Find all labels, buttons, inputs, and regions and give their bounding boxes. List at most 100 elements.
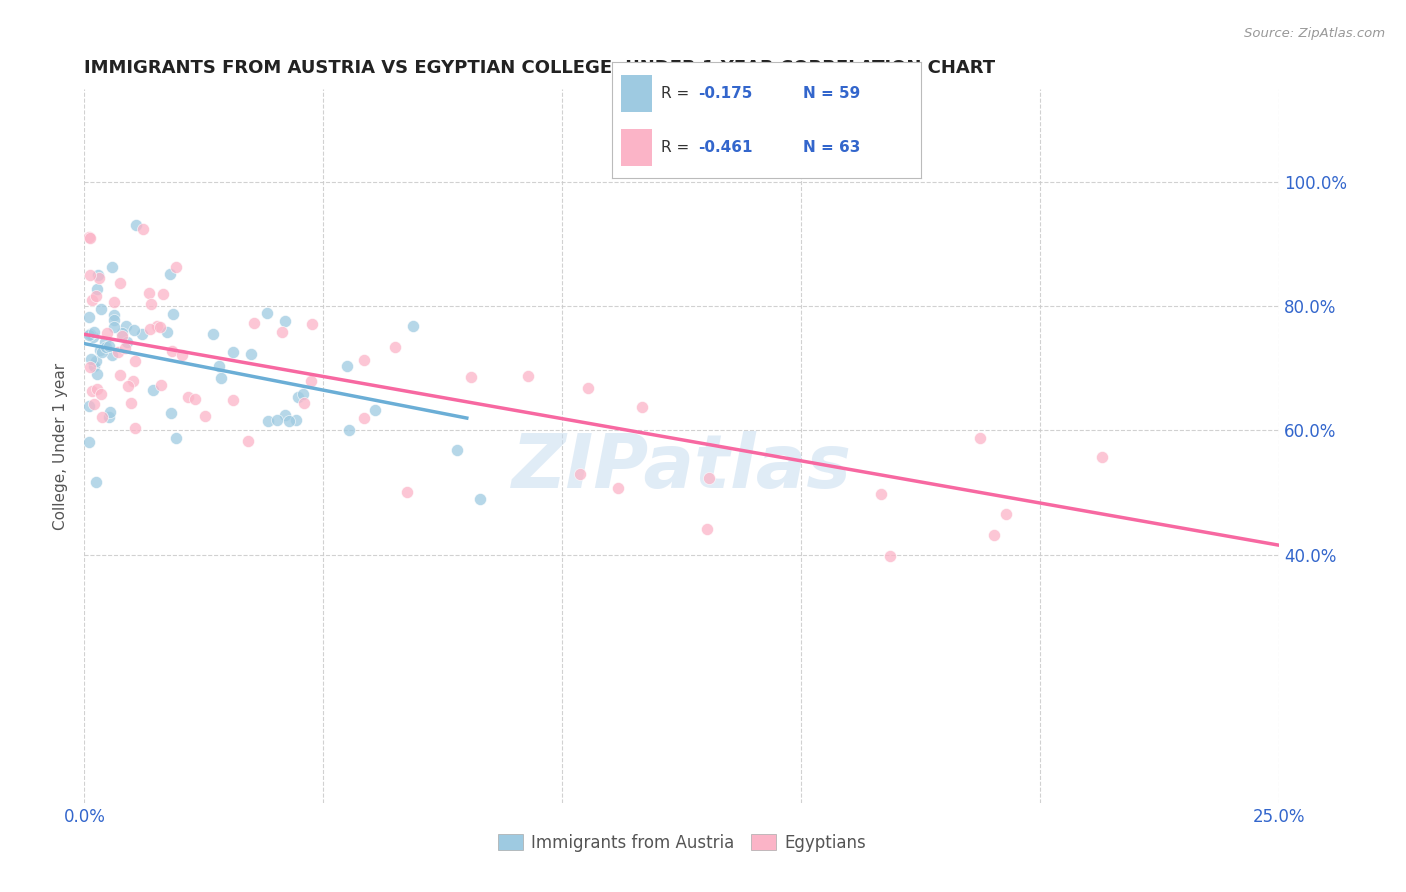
Point [162,307,184,321]
Point [446,442,468,457]
Point [117,379,139,393]
Point [139,322,162,336]
Point [115,319,138,334]
Point [122,323,145,337]
Bar [621,75,652,112]
Point [77,328,100,343]
Point [86,282,108,296]
Point [149,320,172,334]
Point [107,345,129,359]
Text: N = 59: N = 59 [803,87,860,102]
Point [100,404,122,418]
Point [576,381,599,395]
Point [156,325,179,339]
Point [124,218,146,232]
Point [983,528,1005,542]
Point [114,341,136,355]
Point [301,317,323,331]
Point [77,435,100,450]
Point [89,343,111,357]
Point [77,310,100,324]
Point [90,345,112,359]
Point [77,230,100,244]
Point [87,268,110,282]
Point [80,352,103,367]
Point [111,329,134,343]
Point [274,314,297,328]
Text: -0.461: -0.461 [699,139,752,154]
Point [256,306,278,320]
Point [879,549,901,563]
Point [82,330,104,344]
Point [152,287,174,301]
Text: IMMIGRANTS FROM AUSTRIA VS EGYPTIAN COLLEGE, UNDER 1 YEAR CORRELATION CHART: IMMIGRANTS FROM AUSTRIA VS EGYPTIAN COLL… [84,59,995,77]
Point [353,352,375,367]
Point [142,383,165,397]
Point [516,368,538,383]
Point [84,354,107,368]
Point [138,285,160,300]
Point [631,401,654,415]
Point [79,268,101,282]
Point [183,392,205,406]
Point [569,467,592,481]
Point [131,326,153,341]
Point [84,475,107,489]
Point [86,367,108,381]
Text: Source: ZipAtlas.com: Source: ZipAtlas.com [1244,27,1385,40]
Point [83,397,105,411]
Point [697,471,720,485]
Text: N = 63: N = 63 [803,139,860,154]
Point [277,414,299,428]
Point [222,345,245,359]
Point [96,340,118,354]
Point [120,396,142,410]
Point [101,260,124,275]
Point [257,414,280,428]
Point [284,413,307,427]
Point [103,295,125,310]
Y-axis label: College, Under 1 year: College, Under 1 year [53,362,69,530]
Point [96,326,118,340]
Point [79,231,101,245]
Point [401,319,423,334]
Point [97,339,120,353]
Legend: Immigrants from Austria, Egyptians: Immigrants from Austria, Egyptians [491,828,873,859]
Point [101,348,124,362]
Point [149,377,172,392]
Point [240,347,263,361]
Point [108,276,131,290]
Point [274,408,297,422]
Point [969,431,991,445]
Point [111,326,134,340]
Point [93,334,115,349]
Point [82,293,104,307]
Point [202,327,225,342]
Point [97,409,120,424]
Point [159,406,181,420]
Point [292,396,315,410]
Point [86,383,108,397]
Point [384,340,406,354]
Text: ZIPatlas: ZIPatlas [512,431,852,504]
Point [172,348,194,362]
Point [124,353,146,368]
Point [177,390,200,404]
Point [194,409,217,423]
Point [607,481,630,495]
Point [87,271,110,285]
Point [83,325,105,339]
Point [77,399,100,413]
Point [209,371,232,385]
Point [460,370,482,384]
Point [122,374,145,388]
Point [159,268,181,282]
Point [132,222,155,236]
Point [80,384,103,398]
Point [108,368,131,382]
Point [266,413,288,427]
Point [222,392,245,407]
Point [84,289,107,303]
Point [165,260,187,275]
Point [243,316,266,330]
